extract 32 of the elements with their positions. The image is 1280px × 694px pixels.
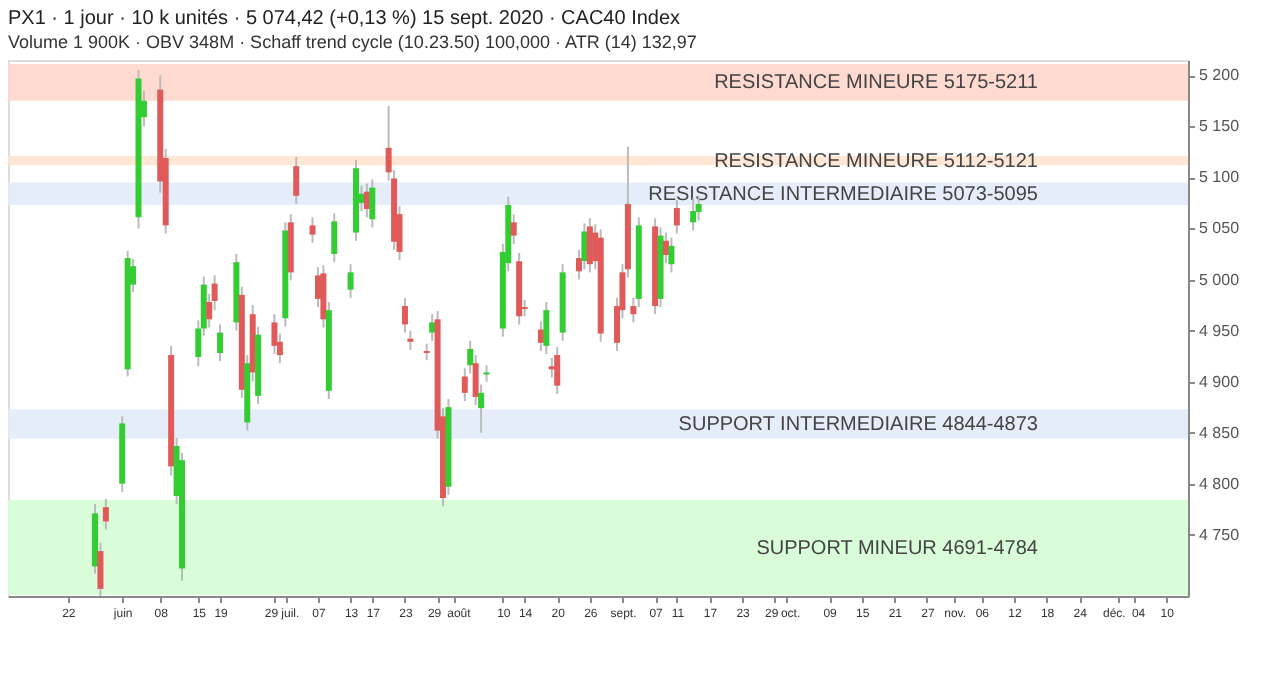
y-tick-label: 5 050 — [1199, 219, 1241, 238]
candlestick — [483, 364, 490, 383]
band-label: SUPPORT INTERMEDIAIRE 4844-4873 — [678, 413, 1039, 436]
candlestick — [309, 216, 316, 244]
candlestick — [510, 213, 517, 245]
candlestick — [217, 323, 224, 363]
y-tick-label: 5 150 — [1199, 117, 1241, 136]
candlestick — [369, 178, 376, 229]
band-label: RESISTANCE INTERMEDIAIRE 5073-5095 — [648, 183, 1039, 206]
y-tick-label: 4 950 — [1199, 321, 1241, 340]
text: Volume 1 900K · OBV 348M · Schaff trend cycle (10.23.50) 100,000 · ATR (14) 132,97 — [8, 32, 697, 52]
candlestick — [347, 263, 354, 299]
y-tick-label: 5 100 — [1199, 168, 1241, 187]
y-tick-label: 4 900 — [1199, 372, 1241, 391]
band-label: RESISTANCE MINEURE 5175-5211 — [714, 72, 1039, 95]
band-label: SUPPORT MINEUR 4691-4784 — [756, 537, 1039, 560]
candlestick — [429, 313, 436, 342]
y-tick-label: 4 850 — [1199, 423, 1241, 442]
candlestick — [554, 345, 561, 395]
y-tick-label: 4 800 — [1199, 474, 1241, 493]
y-tick-label: 4 750 — [1199, 525, 1241, 544]
candlestick — [102, 498, 109, 531]
candlestick — [668, 236, 675, 274]
y-tick-label: 5 000 — [1199, 270, 1241, 289]
candlestick — [331, 212, 338, 264]
candlestick — [543, 300, 550, 356]
y-tick-label: 5 200 — [1199, 66, 1241, 85]
candlestick — [271, 313, 278, 356]
candlestick — [293, 155, 300, 205]
chart-title: PX1 · 1 jour · 10 k unités · 5 074,42 (+0,13 %) 15 sept. 2020 · CAC40 Index — [8, 8, 681, 30]
candlestick — [673, 198, 680, 235]
band-label: RESISTANCE MINEURE 5112-5121 — [714, 150, 1039, 173]
